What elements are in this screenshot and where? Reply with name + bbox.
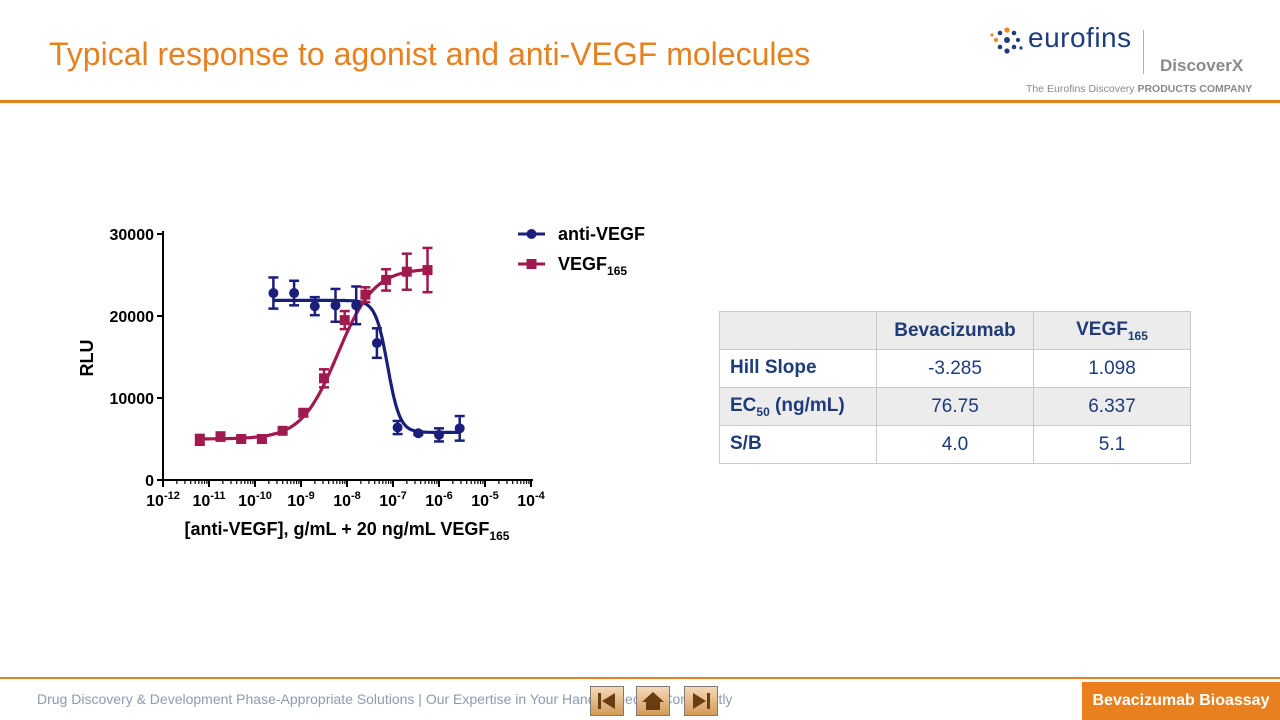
vegf-data-point (215, 431, 226, 442)
last-slide-button[interactable] (684, 686, 718, 716)
legend-marker-vegf (526, 259, 537, 269)
legend-marker-anti-vegf (526, 229, 537, 239)
vegf-data-point (298, 407, 309, 418)
vegf-data-point (319, 373, 329, 384)
vegf-data-point (360, 289, 371, 300)
vegf-data-point (236, 434, 247, 444)
y-tick-label: 10000 (110, 391, 155, 408)
row-label-text: S/B (730, 432, 762, 454)
logo-sub-brand: DiscoverX (1160, 56, 1244, 75)
chart-legend: anti-VEGF VEGF165 (518, 224, 645, 278)
table-header-blank (719, 311, 877, 350)
x-tick-label: 10-11 (192, 490, 225, 510)
table-header-bevacizumab: Bevacizumab (876, 311, 1034, 350)
y-axis-label: RLU (77, 340, 97, 377)
eurofins-dots-icon (990, 27, 1023, 54)
logo-separator (1143, 30, 1144, 74)
fit-curve-vegf (199, 268, 428, 441)
table-header-row: Bevacizumab VEGF165 (719, 311, 1191, 350)
anti-vegf-data-point (268, 288, 279, 299)
table-row: EC50 (ng/mL) 76.75 6.337 (719, 387, 1191, 426)
table-cell-vegf: 5.1 (1033, 425, 1191, 464)
x-tick-label: 10-9 (287, 490, 315, 510)
x-tick-label: 10-6 (425, 490, 453, 510)
row-label-text: EC (730, 394, 757, 416)
skip-back-icon (598, 693, 615, 709)
logo-wordmark: eurofins (1028, 22, 1132, 53)
x-tick-label: 10-7 (379, 490, 407, 510)
vegf-data-point (256, 434, 267, 444)
table-cell-bevacizumab: 4.0 (876, 425, 1034, 464)
anti-vegf-data-point (413, 428, 424, 439)
company-logo: eurofins DiscoverX The Eurofins Discover… (990, 22, 1252, 98)
vegf-data-point (401, 266, 412, 277)
table-cell-vegf: 6.337 (1033, 387, 1191, 426)
anti-vegf-data-point (289, 288, 300, 299)
row-label-text: Hill Slope (730, 356, 817, 378)
fit-curve-anti-vegf (273, 298, 460, 434)
table-row-label: EC50 (ng/mL) (719, 387, 877, 426)
y-tick-label: 0 (145, 473, 154, 490)
table-row-label: Hill Slope (719, 349, 877, 388)
row-label-sub: 50 (756, 404, 770, 419)
table-cell-bevacizumab: -3.285 (876, 349, 1034, 388)
logo-tagline: The Eurofins Discovery PRODUCTS COMPANY (1026, 83, 1252, 95)
skip-forward-icon (693, 693, 710, 709)
table-row-label: S/B (719, 425, 877, 464)
logo-tagline-bold: PRODUCTS COMPANY (1137, 83, 1253, 95)
logo-tagline-prefix: The Eurofins Discovery (1026, 83, 1135, 95)
vegf-data-point (277, 425, 288, 436)
legend-label-vegf: VEGF165 (558, 254, 627, 278)
table-row: Hill Slope -3.285 1.098 (719, 349, 1191, 388)
table-header-vegf: VEGF165 (1033, 311, 1191, 350)
table-row: S/B 4.0 5.1 (719, 425, 1191, 464)
row-label-suffix: (ng/mL) (769, 394, 845, 416)
anti-vegf-data-point (392, 422, 403, 433)
anti-vegf-data-point (309, 301, 320, 312)
footer-rule (0, 677, 1280, 679)
table-header-vegf-sub: 165 (1127, 328, 1148, 343)
anti-vegf-data-point (330, 300, 341, 311)
x-tick-label: 10-12 (146, 490, 180, 510)
vegf-data-point (381, 274, 392, 285)
vegf-data-point (339, 315, 350, 326)
vegf-data-point (422, 265, 433, 276)
anti-vegf-data-point (434, 429, 444, 440)
x-tick-label: 10-4 (517, 490, 545, 510)
y-tick-label: 30000 (110, 227, 155, 244)
slide-title: Typical response to agonist and anti-VEG… (49, 36, 811, 72)
anti-vegf-data-point (371, 338, 382, 349)
table-cell-bevacizumab: 76.75 (876, 387, 1034, 426)
chart-data-points (194, 246, 465, 446)
footer-text: Drug Discovery & Development Phase-Appro… (37, 691, 733, 707)
x-axis-label: [anti-VEGF], g/mL + 20 ng/mL VEGF165 (185, 519, 510, 543)
x-tick-label: 10-5 (471, 490, 499, 510)
home-icon (642, 692, 664, 710)
anti-vegf-data-point (454, 423, 465, 434)
first-slide-button[interactable] (590, 686, 624, 716)
y-tick-label: 20000 (110, 309, 155, 326)
chart-fit-curves (199, 268, 460, 441)
title-rule (0, 100, 1280, 103)
table-header-vegf-text: VEGF (1076, 318, 1128, 340)
x-tick-label: 10-8 (333, 490, 361, 510)
vegf-data-point (194, 434, 205, 445)
x-tick-label: 10-10 (238, 490, 272, 510)
bioassay-badge: Bevacizumab Bioassay (1082, 682, 1280, 720)
home-button[interactable] (636, 686, 670, 716)
chart-axes: 0 10000 20000 30000 10-12 10-11 10-10 10-9 10-8 1… (77, 227, 546, 543)
anti-vegf-data-point (351, 300, 362, 311)
table-cell-vegf: 1.098 (1033, 349, 1191, 388)
legend-label-anti-vegf: anti-VEGF (558, 224, 645, 244)
parameters-table: Bevacizumab VEGF165 Hill Slope -3.285 1.… (719, 311, 1191, 464)
